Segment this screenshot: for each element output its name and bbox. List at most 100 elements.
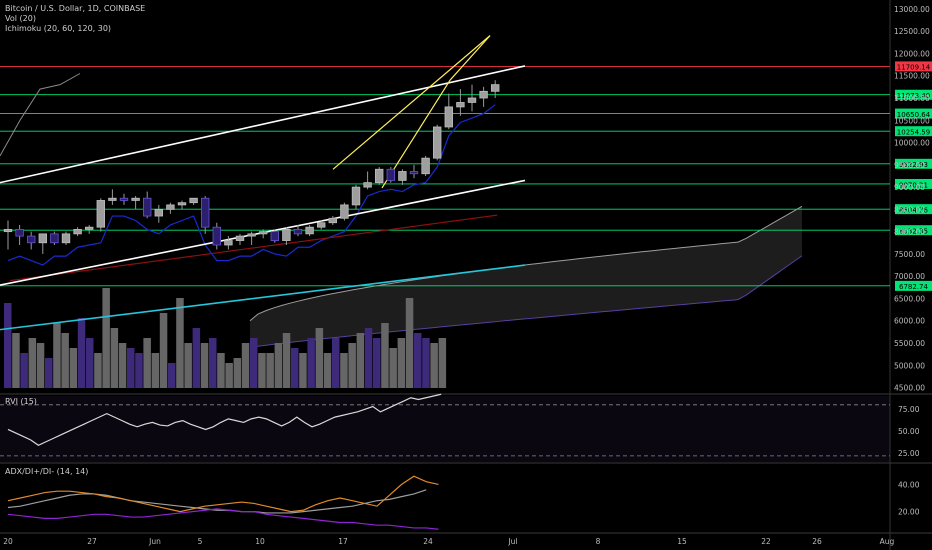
adx-tick-label: 40.00 xyxy=(898,480,920,489)
ichimoku-lagging-line xyxy=(0,73,81,157)
candle xyxy=(432,124,442,161)
candle xyxy=(189,197,198,205)
channel-upper xyxy=(0,65,526,184)
price-tick-label: 13000.00 xyxy=(894,5,930,14)
volume-bar xyxy=(4,303,12,388)
volume-bar xyxy=(405,298,414,388)
price-tick-label: 7000.00 xyxy=(894,272,925,281)
candle-body xyxy=(142,197,152,217)
candle-body xyxy=(224,240,233,246)
time-tick-label: Jun xyxy=(148,537,161,546)
candle-body xyxy=(282,229,291,241)
level-label-bg xyxy=(895,158,932,169)
volume-bar xyxy=(86,338,94,388)
candle-body xyxy=(421,157,430,175)
time-tick-label: 8 xyxy=(596,537,601,546)
time-tick-label: 26 xyxy=(812,537,822,546)
volume-bar xyxy=(422,338,430,388)
rvi-title[interactable]: RVI (15) xyxy=(5,397,37,406)
legend-ichimoku[interactable]: Ichimoku (20, 60, 120, 30) xyxy=(5,24,112,33)
candle xyxy=(235,233,245,245)
candle xyxy=(61,231,71,245)
volume-bar xyxy=(200,343,209,388)
candle-body xyxy=(15,229,24,237)
price-tick-label: 6500.00 xyxy=(894,294,925,303)
volume-bar xyxy=(258,353,266,388)
time-tick-label: 17 xyxy=(338,537,348,546)
level-label: 11709.14 xyxy=(895,61,932,72)
candle xyxy=(108,189,117,205)
candle-body xyxy=(409,171,419,175)
volume-bar xyxy=(373,338,381,388)
price-tick-label: 11000.00 xyxy=(894,94,930,103)
level-label-text: 8032.35 xyxy=(899,227,928,235)
candle xyxy=(409,164,419,179)
price-tick-label: 4500.00 xyxy=(894,384,925,393)
level-label: 9522.93 xyxy=(895,158,932,169)
volume-bar xyxy=(364,328,373,388)
candle xyxy=(200,196,210,234)
volume-bar xyxy=(381,323,389,388)
volume-bar xyxy=(118,343,127,388)
level-label-text: 9522.93 xyxy=(899,161,928,169)
volume-bar xyxy=(315,328,324,388)
candle-body xyxy=(363,182,372,188)
level-label: 8032.35 xyxy=(895,225,932,235)
volume-bar xyxy=(151,353,160,388)
volume-bar xyxy=(430,343,438,388)
volume-bar xyxy=(69,348,78,388)
candle-body xyxy=(50,233,59,244)
candle-body xyxy=(189,197,198,204)
level-label-text: 10650.64 xyxy=(897,111,931,119)
ichimoku-cloud xyxy=(250,206,802,348)
legend-symbol[interactable]: Bitcoin / U.S. Dollar, 1D, COINBASE xyxy=(5,4,146,13)
volume-bar xyxy=(168,363,176,388)
price-tick-label: 5000.00 xyxy=(894,361,925,370)
volume-bar xyxy=(209,338,217,388)
candle xyxy=(3,220,13,250)
candle-body xyxy=(166,204,175,210)
level-label-bg xyxy=(895,61,932,72)
candle-body xyxy=(177,202,187,206)
candle-body xyxy=(444,106,453,128)
volume-bar xyxy=(143,338,151,388)
price-tick-label: 12000.00 xyxy=(894,49,930,58)
candle xyxy=(26,231,36,250)
volume-bar xyxy=(28,338,37,388)
volume-bar xyxy=(36,343,45,388)
candle-body xyxy=(328,217,337,224)
volume-bar xyxy=(159,313,168,388)
volume-bar xyxy=(192,328,201,388)
candle-body xyxy=(26,235,36,244)
wedge-upper xyxy=(332,35,491,170)
candle xyxy=(270,229,279,243)
candle-body xyxy=(293,229,303,235)
candle xyxy=(421,155,430,176)
support-trendline xyxy=(0,264,526,331)
volume-bar xyxy=(307,338,315,388)
candle-body xyxy=(119,197,129,201)
volume-bar xyxy=(217,353,225,388)
level-label: 8504.76 xyxy=(895,204,932,214)
volume-bar xyxy=(389,348,397,388)
candle-body xyxy=(3,229,13,233)
candle xyxy=(38,233,47,254)
price-tick-label: 7500.00 xyxy=(894,250,925,259)
wedge-apex xyxy=(449,35,491,81)
volume-bar xyxy=(282,333,291,388)
volume-bar xyxy=(94,353,102,388)
chart-legend: Bitcoin / U.S. Dollar, 1D, COINBASE Vol … xyxy=(5,4,145,34)
level-label: 9070.21 xyxy=(895,178,932,189)
adx-title[interactable]: ADX/DI+/DI- (14, 14) xyxy=(5,467,89,476)
candle xyxy=(351,184,361,210)
time-tick-label: 15 xyxy=(677,537,687,546)
price-tick-label: 8500.00 xyxy=(894,205,925,214)
candle-body xyxy=(386,168,395,181)
candle xyxy=(316,220,326,230)
level-label-text: 11709.14 xyxy=(897,64,931,72)
legend-volume[interactable]: Vol (20) xyxy=(5,14,36,23)
candle-body xyxy=(398,171,407,181)
volume-bar xyxy=(61,333,69,388)
candle-body xyxy=(235,235,245,241)
